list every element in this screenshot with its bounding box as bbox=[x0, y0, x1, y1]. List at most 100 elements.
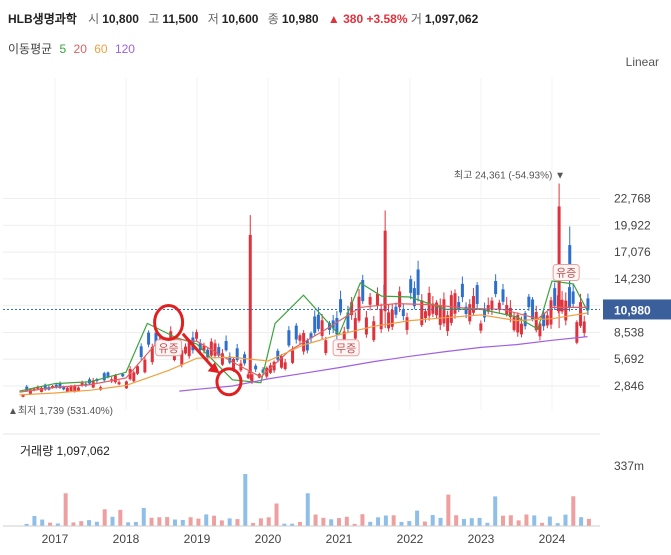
candle-body bbox=[479, 323, 483, 331]
volume-bar bbox=[172, 519, 177, 526]
candle-body bbox=[217, 347, 221, 356]
volume-bar bbox=[360, 514, 365, 526]
volume-bar bbox=[165, 517, 170, 526]
candle-body bbox=[183, 346, 187, 354]
candle-body bbox=[62, 386, 66, 390]
volume-bar bbox=[204, 514, 209, 526]
max-price-label: 최고 24,361 (-54.93%) ▼ bbox=[454, 170, 565, 182]
volume-bar bbox=[87, 520, 92, 526]
candle-body bbox=[527, 296, 531, 308]
candle-body bbox=[261, 369, 265, 373]
candle-body bbox=[139, 346, 143, 357]
candle-body bbox=[534, 312, 538, 331]
x-tick-label: 2019 bbox=[184, 532, 211, 546]
candle-body bbox=[43, 384, 47, 390]
candle-body bbox=[557, 206, 561, 312]
candle-body bbox=[272, 361, 276, 371]
ma60-legend[interactable]: 60 bbox=[94, 42, 108, 56]
candle-body bbox=[471, 296, 475, 313]
candle-body bbox=[431, 303, 435, 314]
volume-bar bbox=[126, 522, 131, 526]
candle-body bbox=[575, 322, 579, 343]
ma60-line bbox=[19, 312, 588, 396]
volume-bar bbox=[407, 521, 412, 526]
candle-body bbox=[568, 245, 572, 266]
volume-bar bbox=[344, 516, 349, 526]
candle-body bbox=[409, 279, 413, 293]
ma120-legend[interactable]: 120 bbox=[114, 42, 135, 56]
volume-bar bbox=[110, 516, 115, 526]
volume-bar bbox=[368, 521, 373, 526]
candle-body bbox=[571, 291, 575, 304]
volume-bar bbox=[79, 521, 84, 526]
volume-bar bbox=[227, 518, 232, 526]
volume-bar bbox=[258, 518, 263, 526]
volume-bar bbox=[266, 517, 271, 526]
volume-bar bbox=[305, 493, 310, 526]
candle-body bbox=[375, 293, 379, 306]
y-tick-label: 22,768 bbox=[614, 192, 651, 206]
volume-label: 거 bbox=[410, 12, 422, 26]
open-value: 10,800 bbox=[102, 12, 139, 26]
volume-bar bbox=[586, 518, 591, 526]
high-value: 11,500 bbox=[162, 12, 199, 26]
open-label: 시 bbox=[88, 12, 100, 26]
volume-bar bbox=[24, 523, 29, 526]
volume-bar bbox=[391, 515, 396, 526]
candle-body bbox=[564, 300, 568, 321]
candle-body bbox=[339, 299, 343, 313]
candle-body bbox=[405, 317, 409, 330]
candle-body bbox=[287, 330, 291, 346]
volume-bar bbox=[102, 509, 107, 526]
candle-body bbox=[150, 346, 154, 363]
ma5-line bbox=[19, 280, 589, 392]
ma-legend[interactable]: 이동평균 5 20 60 120 bbox=[8, 40, 135, 57]
ma5-legend[interactable]: 5 bbox=[59, 42, 67, 56]
annotation-label: 유증 bbox=[556, 267, 576, 280]
volume-bar bbox=[329, 519, 334, 526]
last-price-tag bbox=[603, 299, 671, 320]
candle-body bbox=[416, 269, 420, 295]
candle-body bbox=[309, 333, 313, 339]
candle-body bbox=[379, 308, 383, 330]
candle-body bbox=[501, 289, 505, 302]
candle-body bbox=[567, 287, 571, 308]
volume-bar bbox=[188, 517, 193, 526]
candle-body bbox=[268, 365, 272, 373]
candle-body bbox=[147, 332, 151, 345]
volume-bar bbox=[563, 514, 568, 526]
candle-body bbox=[423, 311, 427, 318]
annotation-label: 무증 bbox=[336, 343, 356, 355]
candle-body bbox=[254, 365, 258, 370]
highlight-circle bbox=[153, 303, 185, 341]
candle-body bbox=[460, 283, 464, 298]
ma20-legend[interactable]: 20 bbox=[73, 42, 87, 56]
candle-body bbox=[206, 349, 210, 358]
candle-body bbox=[65, 387, 69, 392]
candle-body bbox=[545, 315, 549, 326]
candle-body bbox=[505, 305, 509, 315]
candle-body bbox=[512, 317, 516, 331]
volume-bar bbox=[71, 522, 76, 526]
low-value: 10,600 bbox=[221, 12, 259, 26]
volume-bar bbox=[321, 517, 326, 526]
candle-body bbox=[248, 234, 252, 374]
volume-bar bbox=[438, 517, 443, 526]
candle-body bbox=[25, 386, 29, 391]
candle-body bbox=[586, 298, 590, 311]
volume-bar bbox=[337, 518, 341, 526]
volume-bar bbox=[141, 507, 146, 526]
volume-bar bbox=[55, 523, 60, 526]
volume-bar bbox=[469, 518, 474, 526]
candle-body bbox=[106, 372, 110, 378]
change-value: ▲ 380 +3.58% bbox=[327, 12, 408, 26]
y-tick-label: 17,076 bbox=[614, 245, 651, 259]
candle-body bbox=[313, 316, 317, 333]
candle-body bbox=[294, 325, 298, 340]
candle-body bbox=[283, 362, 287, 370]
highlight-arrow-line bbox=[181, 332, 216, 371]
candle-body bbox=[154, 332, 158, 345]
scale-toggle-button[interactable]: Linear bbox=[625, 55, 659, 69]
candle-body bbox=[364, 317, 368, 335]
